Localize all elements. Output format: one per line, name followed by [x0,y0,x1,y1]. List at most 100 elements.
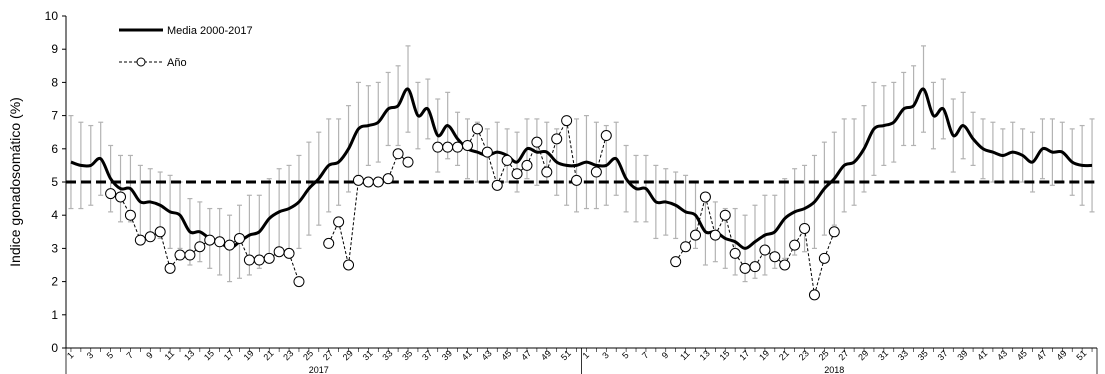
x-tick-label: 35 [400,348,414,362]
y-tick-label: 0 [51,341,58,355]
year-point [699,191,711,203]
year-point [779,259,791,271]
year-point [214,236,226,248]
year-point [690,229,702,241]
year-label: 2017 [309,365,329,374]
x-tick-label: 39 [955,348,969,362]
x-tick-label: 25 [301,348,315,362]
year-point [333,216,345,228]
x-tick-label: 13 [182,348,196,362]
x-tick-label: 35 [916,348,930,362]
x-tick-label: 45 [1015,348,1029,362]
x-tick-label: 11 [678,348,692,362]
year-point [224,239,236,251]
year-point [184,249,196,261]
year-point [501,154,513,166]
x-tick-label: 11 [163,348,177,362]
y-tick-label: 7 [51,109,58,123]
year-point [729,247,741,259]
year-point [134,234,146,246]
y-axis-title: Indice gonadosomático (%) [7,97,23,267]
y-tick-label: 10 [45,9,59,23]
year-point [531,136,543,148]
x-tick-label: 17 [222,348,236,362]
x-tick-label: 41 [460,348,474,362]
year-point [362,176,374,188]
x-tick-label: 1 [65,350,76,361]
year-point [818,252,830,264]
year-point [115,191,127,203]
year-series-segment [784,244,796,266]
year-point [600,130,612,142]
year-point [174,249,186,261]
y-axis: 0 1 2 3 4 5 6 7 8 9 10 [45,9,67,355]
year-point [194,241,206,253]
y-tick-label: 3 [51,241,58,255]
x-tick-label: 7 [124,350,135,361]
x-tick-label: 47 [519,348,533,362]
x-tick-label: 43 [480,348,494,362]
x-tick-label: 19 [242,348,256,362]
year-point [233,232,245,244]
x-tick-label: 3 [85,350,96,361]
year-series-segment [595,135,607,173]
legend-year-marker [136,57,146,67]
x-tick-label: 47 [1035,348,1049,362]
x-tick-label: 29 [856,348,870,362]
year-series-segment [804,228,815,295]
x-tick-label: 15 [717,348,731,362]
year-point [392,148,404,160]
y-tick-label: 4 [51,208,58,222]
x-tick-label: 45 [499,348,513,362]
year-point [709,229,721,241]
year-series-segment [566,120,578,181]
year-point [372,176,384,188]
year-series-segment [695,196,706,236]
year-point [590,166,602,178]
year-series-segment [546,138,558,173]
year-point [442,141,454,153]
year-point [799,222,811,234]
year-point [263,252,275,264]
year-series [105,115,840,301]
x-tick-label: 33 [896,348,910,362]
year-point [273,246,285,258]
year-label: 2018 [824,365,844,374]
year-point [144,231,156,243]
x-tick-label: 37 [420,348,434,362]
x-tick-label: 51 [1074,348,1088,362]
year-point [471,123,483,135]
x-tick-label: 41 [975,348,989,362]
y-tick-label: 9 [51,42,58,56]
x-tick-label: 5 [105,350,116,361]
x-tick-label: 19 [757,348,771,362]
x-tick-label: 3 [600,350,611,361]
year-series-segment [328,221,340,244]
x-tick-label: 39 [440,348,454,362]
x-tick-label: 17 [737,348,751,362]
year-point [243,254,255,266]
x-tick-label: 29 [341,348,355,362]
year-point [491,179,503,191]
x-tick-label: 9 [660,350,671,361]
year-point [452,141,464,153]
year-series-segment [239,238,250,261]
year-point [749,261,761,273]
x-tick-label: 21 [777,348,791,362]
year-point [432,141,444,153]
year-point [769,251,781,263]
year-point [521,159,533,171]
y-tick-label: 5 [51,175,58,189]
year-series-segment [724,215,736,254]
year-point [739,262,751,274]
y-tick-label: 6 [51,142,58,156]
year-point [323,237,335,249]
x-axis: 1 3 5 7 9 11 13 15 17 19 21 23 25 27 29 31 33 35 37 39 41 43 4… [65,347,1098,374]
x-tick-label: 49 [539,348,553,362]
year-series-segment [714,214,726,236]
year-series-segment [348,180,359,266]
x-tick-label: 27 [321,348,335,362]
year-point [283,247,295,259]
x-tick-label: 7 [640,350,651,361]
